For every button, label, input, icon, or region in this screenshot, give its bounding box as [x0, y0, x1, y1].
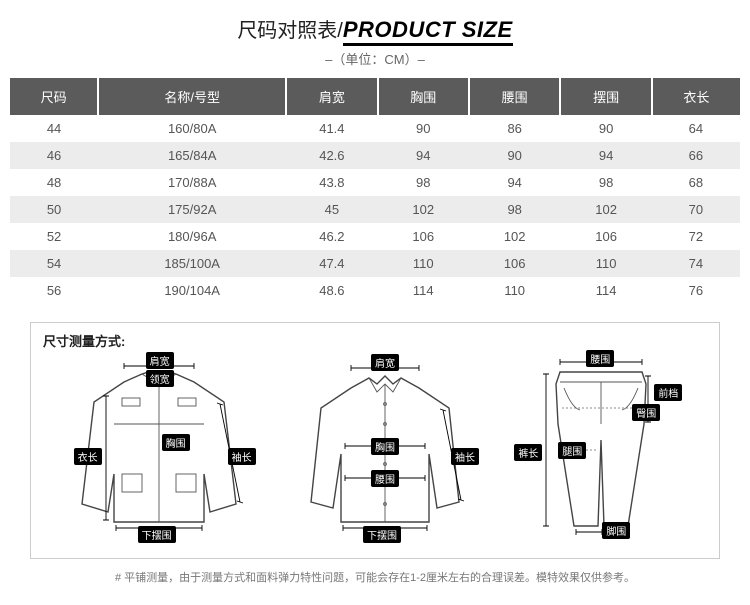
col-header: 肩宽	[286, 78, 377, 115]
table-cell: 94	[469, 169, 560, 196]
measurement-title: 尺寸测量方式:	[43, 331, 707, 350]
table-cell: 160/80A	[98, 115, 286, 142]
table-cell: 185/100A	[98, 250, 286, 277]
pants-diagram: 腰围 前档 臀围 腿围 裤长 脚围	[506, 354, 696, 544]
table-cell: 76	[652, 277, 740, 304]
unit-label: –（单位：CM）–	[10, 49, 740, 68]
col-header: 胸围	[378, 78, 469, 115]
title-cn: 尺码对照表/	[237, 20, 343, 42]
table-cell: 56	[10, 277, 98, 304]
table-cell: 170/88A	[98, 169, 286, 196]
col-header: 腰围	[469, 78, 560, 115]
col-header: 摆围	[560, 78, 651, 115]
tag-p-waist: 腰围	[586, 350, 614, 367]
col-header: 衣长	[652, 78, 740, 115]
table-cell: 98	[469, 196, 560, 223]
table-row: 52180/96A46.210610210672	[10, 223, 740, 250]
table-cell: 46	[10, 142, 98, 169]
table-cell: 44	[10, 115, 98, 142]
tag-s-shoulder: 肩宽	[371, 354, 399, 371]
table-cell: 90	[560, 115, 651, 142]
tag-p-rise: 前档	[654, 384, 682, 401]
table-cell: 165/84A	[98, 142, 286, 169]
tag-hem: 下摆围	[138, 526, 176, 543]
table-cell: 47.4	[286, 250, 377, 277]
table-cell: 106	[560, 223, 651, 250]
table-cell: 110	[469, 277, 560, 304]
tag-sleeve: 袖长	[228, 448, 256, 465]
tag-length: 衣长	[74, 448, 102, 465]
tag-s-hem: 下摆围	[363, 526, 401, 543]
tag-p-length: 裤长	[514, 444, 542, 461]
page-title: 尺码对照表/PRODUCT SIZE	[10, 14, 740, 43]
table-row: 48170/88A43.898949868	[10, 169, 740, 196]
tag-s-sleeve: 袖长	[451, 448, 479, 465]
table-cell: 102	[378, 196, 469, 223]
col-header: 名称/号型	[98, 78, 286, 115]
tag-s-waist: 腰围	[371, 470, 399, 487]
table-cell: 48.6	[286, 277, 377, 304]
table-cell: 102	[469, 223, 560, 250]
table-row: 50175/92A451029810270	[10, 196, 740, 223]
size-table: 尺码名称/号型肩宽胸围腰围摆围衣长 44160/80A41.4908690644…	[10, 78, 740, 304]
table-cell: 94	[378, 142, 469, 169]
col-header: 尺码	[10, 78, 98, 115]
table-row: 56190/104A48.611411011476	[10, 277, 740, 304]
table-cell: 52	[10, 223, 98, 250]
table-cell: 86	[469, 115, 560, 142]
table-cell: 74	[652, 250, 740, 277]
table-cell: 175/92A	[98, 196, 286, 223]
table-cell: 64	[652, 115, 740, 142]
table-cell: 41.4	[286, 115, 377, 142]
size-chart-page: 尺码对照表/PRODUCT SIZE –（单位：CM）– 尺码名称/号型肩宽胸围…	[0, 14, 750, 585]
measurement-guide: 尺寸测量方式: 肩宽 领宽	[30, 322, 720, 559]
tag-chest: 胸围	[162, 434, 190, 451]
tag-collar: 领宽	[146, 370, 174, 387]
table-cell: 90	[378, 115, 469, 142]
tag-p-thigh: 腿围	[558, 442, 586, 459]
table-cell: 50	[10, 196, 98, 223]
diagram-row: 肩宽 领宽 胸围 衣长 袖长 下摆围	[43, 354, 707, 544]
table-cell: 68	[652, 169, 740, 196]
tag-shoulder: 肩宽	[146, 352, 174, 369]
table-cell: 94	[560, 142, 651, 169]
table-row: 44160/80A41.490869064	[10, 115, 740, 142]
table-cell: 110	[378, 250, 469, 277]
table-cell: 48	[10, 169, 98, 196]
table-cell: 106	[378, 223, 469, 250]
table-cell: 90	[469, 142, 560, 169]
tag-s-chest: 胸围	[371, 438, 399, 455]
footnote: # 平铺测量，由于测量方式和面料弹力特性问题，可能会存在1-2厘米左右的合理误差…	[10, 569, 740, 585]
table-cell: 98	[560, 169, 651, 196]
jacket-diagram: 肩宽 领宽 胸围 衣长 袖长 下摆围	[54, 354, 264, 544]
table-cell: 45	[286, 196, 377, 223]
table-cell: 106	[469, 250, 560, 277]
table-row: 46165/84A42.694909466	[10, 142, 740, 169]
table-cell: 46.2	[286, 223, 377, 250]
table-cell: 54	[10, 250, 98, 277]
table-cell: 180/96A	[98, 223, 286, 250]
table-cell: 190/104A	[98, 277, 286, 304]
table-cell: 102	[560, 196, 651, 223]
table-cell: 42.6	[286, 142, 377, 169]
table-cell: 70	[652, 196, 740, 223]
table-cell: 110	[560, 250, 651, 277]
table-cell: 66	[652, 142, 740, 169]
shirt-diagram: 肩宽 胸围 腰围 下摆围 袖长	[285, 354, 485, 544]
table-cell: 114	[378, 277, 469, 304]
table-row: 54185/100A47.411010611074	[10, 250, 740, 277]
tag-p-legopen: 脚围	[602, 522, 630, 539]
title-en: PRODUCT SIZE	[343, 17, 513, 46]
table-cell: 98	[378, 169, 469, 196]
tag-p-hip: 臀围	[632, 404, 660, 421]
table-cell: 114	[560, 277, 651, 304]
table-cell: 72	[652, 223, 740, 250]
table-cell: 43.8	[286, 169, 377, 196]
